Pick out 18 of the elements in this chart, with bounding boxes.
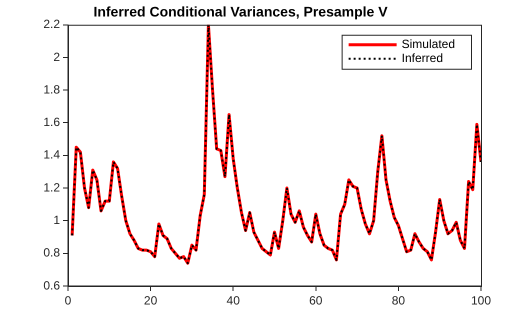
chart-title: Inferred Conditional Variances, Presample V bbox=[93, 3, 388, 20]
x-tick-label: 40 bbox=[226, 294, 240, 308]
y-tick-label: 0.6 bbox=[43, 278, 60, 292]
y-tick-label: 0.8 bbox=[43, 246, 60, 260]
legend-label: Simulated bbox=[402, 37, 456, 52]
x-tick-label: 0 bbox=[64, 294, 72, 308]
y-tick-label: 1 bbox=[53, 213, 60, 228]
y-tick-label: 2.2 bbox=[43, 17, 60, 32]
x-tick-label: 80 bbox=[392, 294, 406, 308]
y-tick-label: 1.8 bbox=[43, 82, 60, 96]
legend-label: Inferred bbox=[402, 51, 443, 66]
x-tick-label: 100 bbox=[470, 294, 492, 308]
y-tick-label: 1.4 bbox=[43, 148, 60, 162]
y-tick-label: 1.6 bbox=[43, 115, 60, 130]
y-tick-label: 1.2 bbox=[43, 180, 60, 194]
x-tick-label: 60 bbox=[309, 294, 323, 308]
y-tick-label: 2 bbox=[53, 50, 60, 64]
x-tick-label: 20 bbox=[144, 294, 158, 308]
